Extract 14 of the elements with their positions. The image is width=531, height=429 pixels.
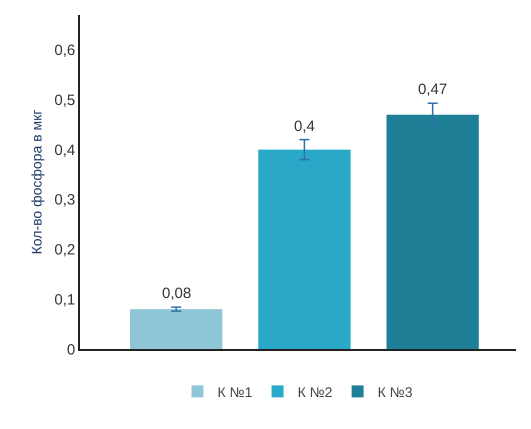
y-tick-label: 0,3 — [54, 192, 76, 209]
legend-label: К №1 — [218, 384, 253, 400]
legend-label: К №3 — [378, 384, 413, 400]
data-label: 0,4 — [294, 118, 315, 135]
y-tick-label: 0,5 — [54, 92, 76, 109]
y-tick-label: 0,4 — [54, 142, 76, 159]
y-tick-label: 0 — [66, 341, 76, 358]
y-tick-label: 0,6 — [54, 42, 76, 60]
data-label: 0,47 — [418, 81, 448, 98]
y-axis-title: Кол-во фосфора в мкг — [28, 110, 44, 254]
y-tick-label: 0,2 — [54, 242, 76, 259]
legend-label: К №2 — [298, 384, 333, 400]
y-tick-label: 0,1 — [54, 291, 76, 308]
data-label: 0,08 — [162, 285, 192, 302]
